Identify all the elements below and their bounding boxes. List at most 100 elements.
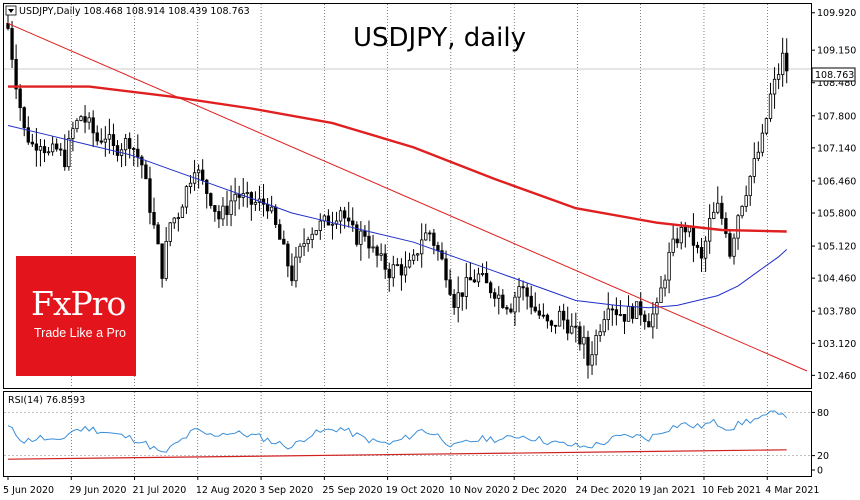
candle-body: [561, 310, 566, 321]
candle-body: [205, 179, 209, 194]
candle-body: [229, 200, 233, 216]
candle-body: [415, 253, 420, 256]
candle-body: [286, 243, 290, 267]
candle-body: [132, 148, 136, 150]
y-tick-label: 109.920: [817, 8, 856, 19]
y-tick-label: 108.480: [817, 78, 856, 89]
candle-body: [59, 148, 63, 151]
candle-body: [574, 325, 578, 328]
candle-body: [233, 193, 237, 202]
candle-body: [557, 310, 562, 327]
rsi-y-tick-label: 80: [817, 408, 829, 419]
candle-body: [99, 140, 103, 143]
candle-body: [217, 211, 221, 220]
candle-body: [184, 186, 189, 208]
candle-body: [598, 331, 602, 336]
candle-body: [683, 227, 687, 233]
x-tick-label: 19 Oct 2020: [386, 485, 445, 496]
candle-body: [444, 258, 448, 281]
candle-body: [760, 132, 765, 153]
candle-body: [265, 203, 270, 212]
candle-body: [156, 224, 160, 245]
candle-body: [351, 220, 355, 226]
candle-body: [484, 273, 489, 284]
x-tick-label: 12 Aug 2020: [196, 485, 257, 496]
fxpro-logo: FxPro Trade Like a Pro: [16, 256, 136, 376]
candle-body: [261, 198, 266, 205]
candle-body: [468, 277, 473, 281]
candle-body: [659, 287, 663, 303]
candle-body: [342, 210, 347, 219]
candle-body: [387, 268, 391, 279]
candle-body: [160, 243, 164, 279]
candle-body: [359, 230, 363, 245]
candle-body: [407, 259, 412, 268]
candle-body: [55, 143, 59, 150]
candle-body: [772, 78, 777, 95]
candle-body: [639, 301, 643, 316]
candle-body: [703, 240, 708, 259]
candle-body: [614, 309, 619, 316]
x-tick-label: 25 Sep 2020: [322, 485, 382, 496]
candle-body: [756, 151, 760, 160]
candle-body: [115, 145, 120, 156]
candle-body: [776, 74, 781, 80]
y-tick-label: 107.800: [817, 111, 856, 122]
candle-body: [643, 314, 647, 322]
candle-body: [87, 117, 91, 123]
candle-body: [367, 235, 371, 249]
candle-body: [14, 58, 18, 90]
rsi-panel: [3, 391, 812, 477]
candle-body: [752, 158, 756, 177]
candle-body: [716, 202, 720, 213]
candle-body: [695, 244, 700, 248]
candle-body: [355, 224, 359, 245]
candle-body: [18, 88, 22, 108]
y-tick-label: 106.460: [817, 176, 856, 187]
candle-body: [424, 232, 428, 241]
rsi-series: [4, 410, 811, 460]
candle-body: [91, 117, 95, 134]
candle-body: [79, 116, 83, 121]
candle-body: [460, 292, 464, 297]
candle-body: [330, 223, 335, 226]
candle-body: [610, 308, 614, 311]
candle-body: [675, 238, 679, 244]
candle-body: [278, 224, 282, 240]
candle-body: [22, 107, 26, 129]
candle-body: [290, 265, 294, 282]
candle-body: [420, 239, 424, 255]
chart-menu-icon[interactable]: [5, 5, 17, 16]
candle-body: [509, 308, 513, 313]
candle-body: [679, 227, 683, 244]
candlestick-series: [6, 13, 789, 379]
candle-body: [521, 286, 525, 289]
svg-text:108.763: 108.763: [815, 70, 854, 81]
candle-body: [363, 230, 367, 237]
x-tick-label: 21 Jul 2020: [133, 485, 187, 496]
y-tick-label: 104.460: [817, 274, 856, 285]
candle-body: [50, 143, 55, 153]
candle-body: [63, 149, 67, 168]
candle-body: [403, 266, 408, 276]
trendline: [7, 22, 808, 372]
candle-body: [493, 292, 497, 299]
candle-body: [180, 206, 185, 219]
candle-body: [748, 175, 752, 197]
candle-body: [618, 314, 623, 316]
candle-body: [622, 314, 627, 322]
candle-body: [699, 247, 704, 259]
candle-body: [30, 141, 34, 145]
candle-body: [46, 151, 51, 154]
rsi-y-tick-label: 0: [817, 466, 823, 477]
candle-body: [371, 246, 375, 249]
candle-body: [269, 206, 274, 212]
candle-body: [647, 321, 651, 328]
candle-body: [488, 282, 493, 294]
candle-body: [196, 169, 201, 174]
candle-body: [294, 256, 298, 282]
rsi-header: RSI(14) 76.8593: [8, 395, 85, 406]
candle-body: [253, 201, 258, 205]
candle-body: [464, 277, 468, 297]
